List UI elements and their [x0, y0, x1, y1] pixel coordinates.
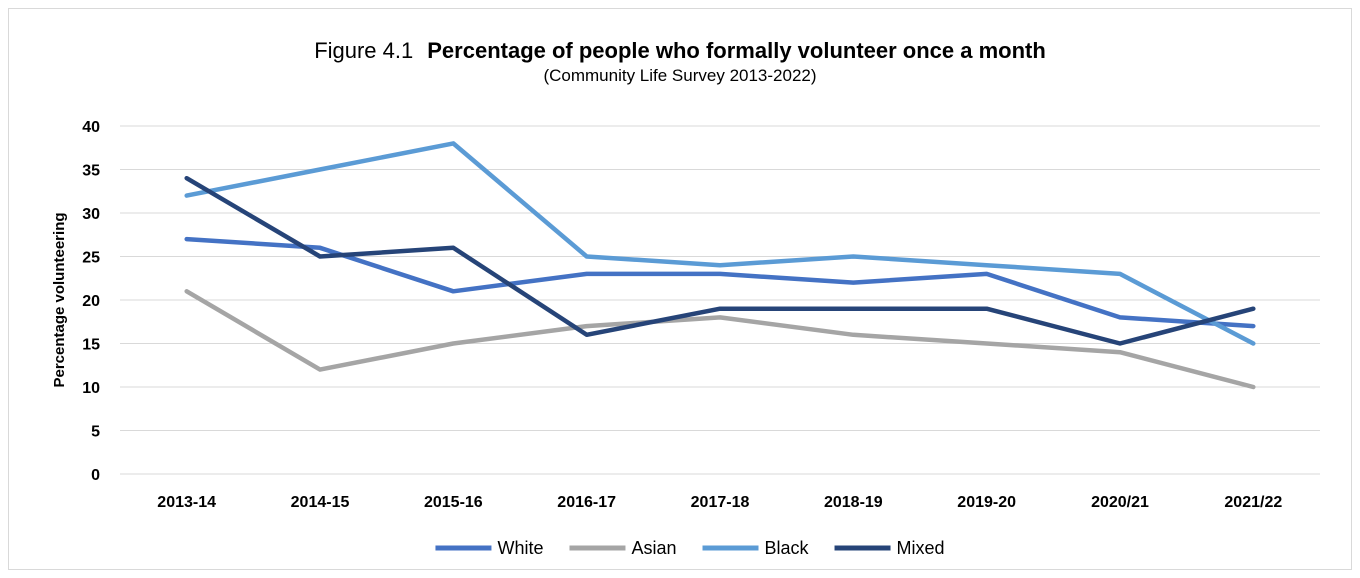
- y-tick-label: 25: [82, 250, 100, 267]
- x-tick-label: 2014-15: [291, 494, 350, 511]
- x-tick-label: 2019-20: [957, 494, 1016, 511]
- legend-item-asian: Asian: [569, 538, 677, 558]
- legend-item-black: Black: [702, 538, 810, 558]
- legend-item-white: White: [435, 538, 543, 558]
- x-tick-label: 2015-16: [424, 494, 483, 511]
- legend-label: Mixed: [897, 538, 945, 558]
- y-tick-label: 30: [82, 206, 100, 223]
- x-tick-label: 2017-18: [691, 494, 750, 511]
- chart-frame: [8, 8, 1352, 570]
- y-tick-label: 15: [82, 337, 100, 354]
- legend-item-mixed: Mixed: [834, 538, 945, 558]
- legend-label: Asian: [631, 538, 676, 558]
- legend: White Asian Black Mixed: [435, 538, 945, 558]
- gridlines: [120, 125, 1320, 475]
- series-line-white: [184, 236, 1256, 329]
- y-axis-ticks: 0 5 10 15 20 25 30 35 40: [82, 119, 100, 484]
- x-tick-label: 2020/21: [1091, 494, 1149, 511]
- y-tick-label: 20: [82, 293, 100, 310]
- series-line-asian: [184, 289, 1256, 390]
- series-line-black: [184, 141, 1256, 346]
- figure-number: Figure 4.1: [314, 38, 414, 63]
- x-tick-label: 2018-19: [824, 494, 883, 511]
- y-tick-label: 5: [91, 424, 100, 441]
- y-tick-label: 10: [82, 380, 100, 397]
- chart-title: Figure 4.1 Percentage of people who forma…: [0, 38, 1360, 64]
- y-axis-label: Percentage volunteering: [51, 212, 68, 387]
- legend-label: White: [497, 538, 543, 558]
- x-tick-label: 2021/22: [1224, 494, 1282, 511]
- y-tick-label: 35: [82, 163, 100, 180]
- x-tick-label: 2013-14: [157, 494, 216, 511]
- chart-subtitle: (Community Life Survey 2013-2022): [543, 66, 817, 85]
- y-tick-label: 40: [82, 119, 100, 136]
- series-lines: [184, 141, 1256, 390]
- x-tick-label: 2016-17: [557, 494, 616, 511]
- x-axis-ticks: 2013-14 2014-15 2015-16 2016-17 2017-18 2018-…: [157, 494, 1282, 511]
- chart-title-text: Percentage of people who formally volunt…: [427, 38, 1046, 63]
- legend-label: Black: [765, 538, 810, 558]
- y-tick-label: 0: [91, 467, 100, 484]
